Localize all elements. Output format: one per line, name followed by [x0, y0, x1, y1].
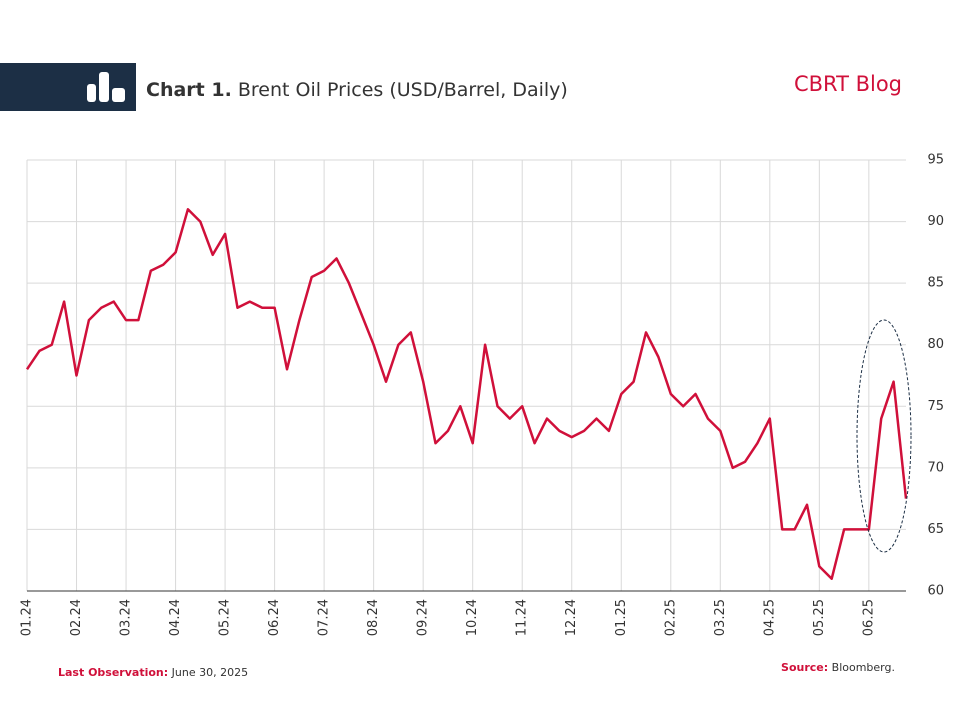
logo-icon: [87, 72, 125, 102]
x-tick-label: 03.24: [119, 599, 134, 636]
source-value: Bloomberg.: [832, 661, 895, 674]
y-tick-label: 95: [927, 153, 944, 168]
y-tick-label: 85: [927, 276, 944, 291]
x-tick-label: 08.24: [366, 599, 381, 636]
x-tick-label: 01.25: [614, 599, 629, 636]
y-tick-label: 60: [927, 584, 944, 599]
line-series: [25, 208, 908, 580]
x-tick-label: 12.24: [564, 599, 579, 636]
x-tick-label: 06.24: [267, 599, 282, 636]
header-band: [0, 63, 136, 111]
x-tick-label: 02.24: [69, 599, 84, 636]
y-tick-label: 80: [927, 337, 944, 352]
x-tick-label: 04.24: [168, 599, 183, 636]
source-label: Source:: [781, 661, 828, 674]
x-tick-label: 02.25: [663, 599, 678, 636]
x-tick-label: 05.25: [812, 599, 827, 636]
title-text: Brent Oil Prices (USD/Barrel, Daily): [238, 79, 568, 101]
footer-obs: Last Observation: June 30, 2025: [58, 666, 248, 679]
y-tick-label: 75: [927, 399, 944, 414]
footer-source: Source: Bloomberg.: [781, 661, 895, 674]
y-tick-label: 90: [927, 214, 944, 229]
obs-label: Last Observation:: [58, 666, 168, 679]
obs-value: June 30, 2025: [171, 666, 248, 679]
y-tick-label: 70: [927, 460, 944, 475]
x-tick-label: 06.25: [861, 599, 876, 636]
x-tick-label: 11.24: [515, 599, 530, 636]
title-bold: Chart 1.: [146, 79, 232, 101]
highlight-ellipse: [856, 319, 912, 553]
x-tick-label: 10.24: [465, 599, 480, 636]
y-tick-label: 65: [927, 522, 944, 537]
x-tick-label: 03.25: [713, 599, 728, 636]
x-tick-label: 05.24: [218, 599, 233, 636]
x-tick-label: 07.24: [317, 599, 332, 636]
x-tick-label: 09.24: [416, 599, 431, 636]
chart-title: Chart 1. Brent Oil Prices (USD/Barrel, D…: [146, 79, 568, 101]
brand: CBRT Blog: [794, 72, 902, 96]
x-tick-label: 04.25: [762, 599, 777, 636]
x-tick-label: 01.24: [20, 599, 35, 636]
